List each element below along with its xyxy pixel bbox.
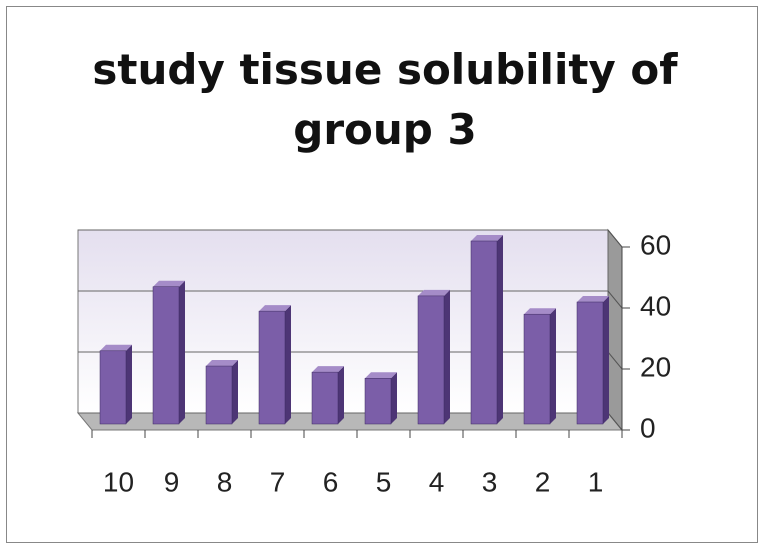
bar-top	[577, 296, 609, 302]
x-tick-label: 1	[588, 466, 604, 497]
bar-side	[497, 235, 503, 424]
side-wall	[607, 228, 623, 432]
chart-frame	[6, 6, 758, 543]
bar	[99, 350, 127, 425]
bar-top	[259, 305, 291, 312]
bar-side	[179, 280, 185, 424]
bar-top	[206, 360, 238, 367]
bar-top	[153, 280, 185, 287]
bar	[152, 286, 180, 425]
bar	[311, 371, 339, 425]
bar-top	[418, 289, 450, 296]
bar-side	[444, 289, 450, 424]
bar-side	[338, 366, 344, 424]
grid-line	[607, 351, 623, 370]
bar-side	[603, 296, 609, 424]
bar-top	[524, 308, 556, 315]
x-tick-label: 10	[103, 466, 134, 497]
grid-line	[607, 412, 623, 431]
bar-top	[312, 366, 344, 373]
bar-top	[365, 372, 397, 379]
x-tick-label: 7	[270, 466, 286, 497]
x-tick-label: 2	[535, 466, 551, 497]
y-tick-label: 20	[640, 351, 671, 382]
bar-side	[232, 360, 238, 424]
y-tick-label: 0	[640, 412, 656, 443]
bar-side	[391, 372, 397, 424]
bar	[258, 310, 286, 425]
chart-title: study tissue solubility of group 3	[92, 45, 678, 154]
bar-side	[550, 308, 556, 424]
bar	[576, 301, 604, 425]
y-tick-label: 40	[640, 290, 671, 321]
grid-line	[607, 290, 623, 309]
bar	[523, 313, 551, 425]
bar-top	[100, 344, 132, 351]
bar-top	[471, 235, 503, 241]
bar	[364, 378, 392, 425]
x-tick-label: 4	[429, 466, 445, 497]
bar	[417, 295, 445, 425]
x-tick-label: 3	[482, 466, 498, 497]
x-tick-label: 6	[323, 466, 339, 497]
y-tick-label: 60	[640, 229, 671, 260]
bar	[205, 365, 233, 425]
x-tick-label: 9	[164, 466, 180, 497]
bar	[470, 240, 498, 425]
bar-side	[126, 344, 132, 424]
grid-line	[607, 229, 623, 248]
x-tick-label: 8	[217, 466, 233, 497]
bar-side	[285, 305, 291, 424]
x-tick-label: 5	[376, 466, 392, 497]
